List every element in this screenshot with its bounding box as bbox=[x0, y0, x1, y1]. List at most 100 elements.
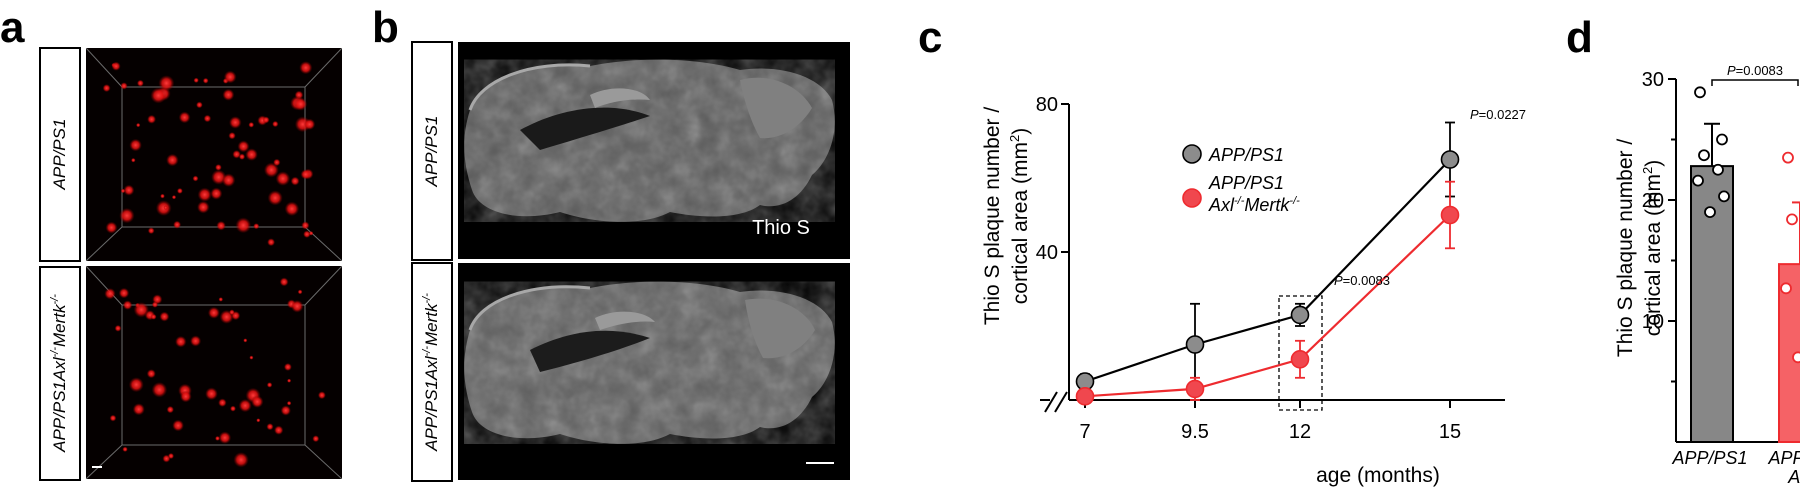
panel-d-ytick-label: 10 bbox=[1642, 311, 1664, 333]
panel-a-bottom-label-box bbox=[39, 266, 81, 481]
plaque-dot bbox=[173, 220, 182, 229]
plaque-dot bbox=[109, 414, 117, 422]
plaque-dot bbox=[284, 201, 300, 217]
plaque-dot bbox=[118, 287, 130, 299]
plaque-dot bbox=[146, 369, 156, 379]
plaque-dot bbox=[129, 138, 142, 152]
panel-letter-c: c bbox=[918, 13, 942, 62]
panel-c-ytick-label: 40 bbox=[1036, 242, 1058, 264]
panel-c-xtick-label: 9.5 bbox=[1181, 421, 1209, 443]
plaque-dot bbox=[300, 169, 311, 180]
bar-dko-datapoint bbox=[1786, 213, 1798, 226]
3d-box-wireframe bbox=[86, 48, 342, 261]
axis-break-mark bbox=[1044, 391, 1058, 413]
scale-bar-a bbox=[92, 466, 102, 468]
panel-c-xlabel: age (months) bbox=[1316, 464, 1440, 487]
plaque-dot bbox=[263, 162, 279, 178]
plaque-dot bbox=[122, 300, 133, 310]
plaque-dot bbox=[266, 382, 273, 388]
panel-d-ytick-label: 30 bbox=[1642, 69, 1664, 91]
panel-a-top-label-box bbox=[39, 47, 81, 262]
plaque-dot bbox=[197, 200, 210, 214]
panel-b-top-label-box bbox=[411, 41, 453, 261]
plaque-dot bbox=[317, 391, 326, 400]
plaque-dot bbox=[233, 452, 249, 468]
panel-c-line-chart: 40 80 7 9.5 12 15 bbox=[1036, 94, 1505, 443]
panel-c-pval-15: P=0.0227 bbox=[1470, 107, 1526, 122]
plaque-dot bbox=[147, 227, 155, 235]
bar-app-ps1-datapoint bbox=[1694, 86, 1706, 99]
plaque-dot bbox=[207, 306, 220, 319]
plaque-dot bbox=[301, 221, 310, 230]
panel-d-ylabel: Thio S plaque number / cortical area (mm2… bbox=[1614, 139, 1665, 357]
plaque-dot bbox=[151, 382, 168, 398]
plaque-dot bbox=[111, 61, 121, 71]
plaque-dot bbox=[176, 187, 183, 194]
plaque-dot bbox=[120, 188, 126, 194]
plaque-dot bbox=[279, 277, 289, 287]
plaque-signal bbox=[102, 61, 316, 247]
plaque-dot bbox=[197, 187, 212, 202]
plaque-dot bbox=[215, 164, 222, 171]
bar-app-ps1-datapoint bbox=[1704, 206, 1716, 219]
panel-c-pval-12: P=0.0083 bbox=[1334, 273, 1390, 288]
panel-letter-d: d bbox=[1566, 13, 1593, 62]
plaque-dot bbox=[120, 82, 128, 90]
plaque-dot bbox=[273, 158, 281, 167]
series-gray-point bbox=[1440, 150, 1460, 169]
plaque-dot bbox=[178, 111, 191, 124]
plaque-dot bbox=[312, 435, 320, 443]
panel-b-section-bottom bbox=[458, 263, 850, 480]
panel-c-ytick-label: 80 bbox=[1036, 94, 1058, 116]
plaque-dot bbox=[218, 297, 224, 302]
plaque-dot bbox=[248, 121, 255, 128]
plaque-signal-2 bbox=[104, 277, 326, 468]
plaque-dot bbox=[223, 70, 237, 84]
plaque-dot bbox=[132, 403, 145, 416]
series-gray-point bbox=[1185, 335, 1205, 354]
plaque-dot bbox=[196, 101, 203, 109]
plaque-dot bbox=[274, 425, 284, 435]
plaque-dot bbox=[229, 116, 242, 129]
plaque-dot bbox=[243, 338, 248, 343]
plaque-dot bbox=[179, 390, 192, 403]
panel-a-top-label: APP/PS1 bbox=[50, 119, 69, 191]
plaque-dot bbox=[205, 387, 218, 401]
panel-d-significance-bracket bbox=[1711, 79, 1799, 86]
series-red-point bbox=[1075, 386, 1095, 406]
plaque-dot bbox=[166, 153, 179, 167]
plaque-dot bbox=[303, 230, 311, 238]
bar-dko bbox=[1778, 263, 1800, 443]
panel-d-bar-chart: 10 20 30 bbox=[1642, 69, 1800, 443]
panel-a-confocal-bottom bbox=[86, 266, 342, 479]
panel-c-xtick-label: 15 bbox=[1439, 421, 1461, 443]
plaque-dot bbox=[297, 289, 303, 295]
plaque-dot bbox=[210, 187, 223, 200]
plaque-dot bbox=[237, 140, 250, 153]
plaque-dot bbox=[128, 377, 144, 393]
3d-box-wireframe-2 bbox=[86, 266, 342, 479]
panel-d-cat2-line2: Axl-/- bbox=[1787, 467, 1800, 487]
series-red-point bbox=[1440, 205, 1460, 225]
plaque-dot bbox=[202, 77, 209, 84]
plaque-dot bbox=[218, 431, 232, 445]
plaque-dot bbox=[299, 61, 313, 75]
plaque-dot bbox=[123, 184, 135, 196]
plaque-dot bbox=[122, 446, 128, 452]
plaque-dot bbox=[290, 300, 304, 313]
plaque-dot bbox=[119, 207, 135, 224]
panel-letter-b: b bbox=[372, 3, 399, 52]
plaque-dot bbox=[283, 363, 292, 371]
bar-dko-datapoint bbox=[1792, 351, 1800, 364]
plaque-dot bbox=[104, 288, 116, 300]
plaque-dot bbox=[266, 423, 274, 431]
plaque-dot bbox=[232, 150, 241, 159]
plaque-dot bbox=[251, 395, 264, 408]
plaque-dot bbox=[105, 221, 118, 234]
bar-app-ps1-datapoint bbox=[1692, 174, 1704, 187]
axis-break-mark bbox=[1054, 391, 1068, 413]
plaque-dot bbox=[150, 87, 167, 104]
series-gray-line bbox=[1084, 158, 1451, 383]
thio-s-stain-label: Thio S bbox=[752, 217, 810, 239]
